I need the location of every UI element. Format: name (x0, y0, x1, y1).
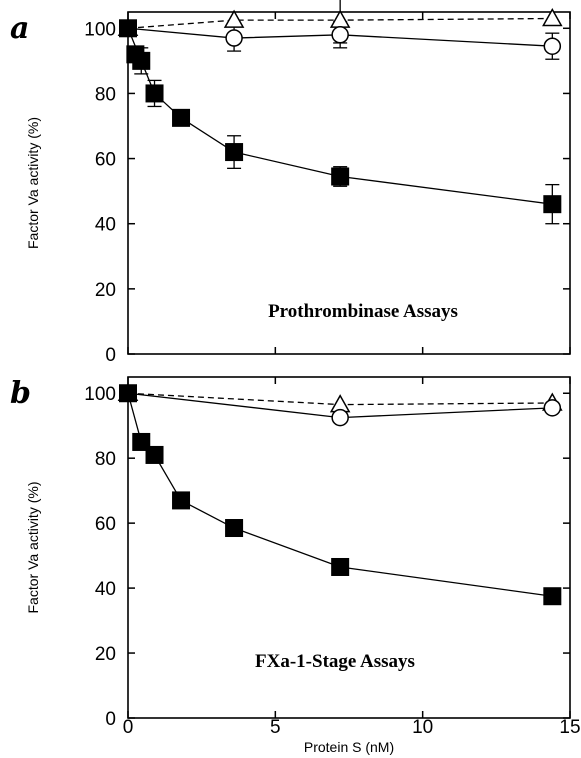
data-point-filled-square (119, 384, 137, 403)
data-point-open-circle (543, 37, 562, 55)
data-point-open-triangle (542, 7, 563, 27)
panel-a-letter: a (10, 11, 29, 46)
y-tick-label: 0 (105, 345, 116, 366)
y-tick-label: 80 (95, 84, 116, 105)
data-point-filled-square (145, 445, 164, 464)
data-point-open-circle (331, 408, 349, 427)
y-tick-label: 40 (95, 215, 116, 236)
plot-frame (127, 376, 571, 719)
panel-b-letter: b (10, 376, 31, 411)
x-tick-label: 5 (270, 717, 281, 738)
panel-annotation: Prothrombinase Assays (268, 301, 458, 322)
plot-frame (127, 11, 571, 355)
data-point-filled-square (119, 19, 137, 38)
panel-annotation: FXa-1-Stage Assays (255, 651, 415, 672)
y-tick-label: 100 (84, 19, 116, 40)
data-point-filled-square (225, 143, 244, 162)
x-tick-label: 0 (123, 717, 134, 738)
panel-b-plot: 0 20 40 60 80 100 0 5 10 15 Factor Va activity (%)… (25, 376, 581, 755)
series-line-open-circle (127, 27, 553, 47)
x-tick-label: 10 (412, 717, 433, 738)
data-point-filled-square (172, 491, 191, 510)
data-point-open-circle (225, 29, 243, 47)
y-axis-title: Factor Va activity (%) (25, 117, 41, 249)
y-tick-label: 60 (95, 150, 116, 171)
data-point-open-circle (331, 26, 349, 44)
y-tick-label: 0 (105, 709, 116, 730)
data-point-filled-square (126, 45, 145, 64)
y-tick-label: 60 (95, 514, 116, 535)
y-tick-label: 20 (95, 644, 116, 665)
data-point-open-circle (543, 399, 562, 417)
data-point-open-triangle (329, 9, 351, 28)
y-axis-title: Factor Va activity (%) (25, 482, 41, 614)
y-tick-label: 100 (84, 384, 116, 405)
x-axis-title: Protein S (nM) (304, 739, 394, 755)
data-point-filled-square (331, 557, 350, 576)
y-tick-label: 20 (95, 280, 116, 301)
y-tick-label: 80 (95, 449, 116, 470)
data-point-filled-square (145, 84, 164, 103)
data-point-filled-square (331, 167, 350, 186)
data-point-filled-square (543, 587, 562, 606)
data-point-filled-square (543, 195, 562, 214)
y-tick-label: 40 (95, 579, 116, 600)
data-point-filled-square (225, 519, 244, 538)
data-point-open-triangle (223, 9, 245, 28)
data-point-filled-square (172, 108, 191, 127)
panel-a-plot: 0 20 40 60 80 100 Factor Va activity (%) Prothr… (25, 0, 571, 366)
x-tick-label: 15 (559, 717, 580, 738)
series-line-open-triangle (127, 17, 553, 29)
